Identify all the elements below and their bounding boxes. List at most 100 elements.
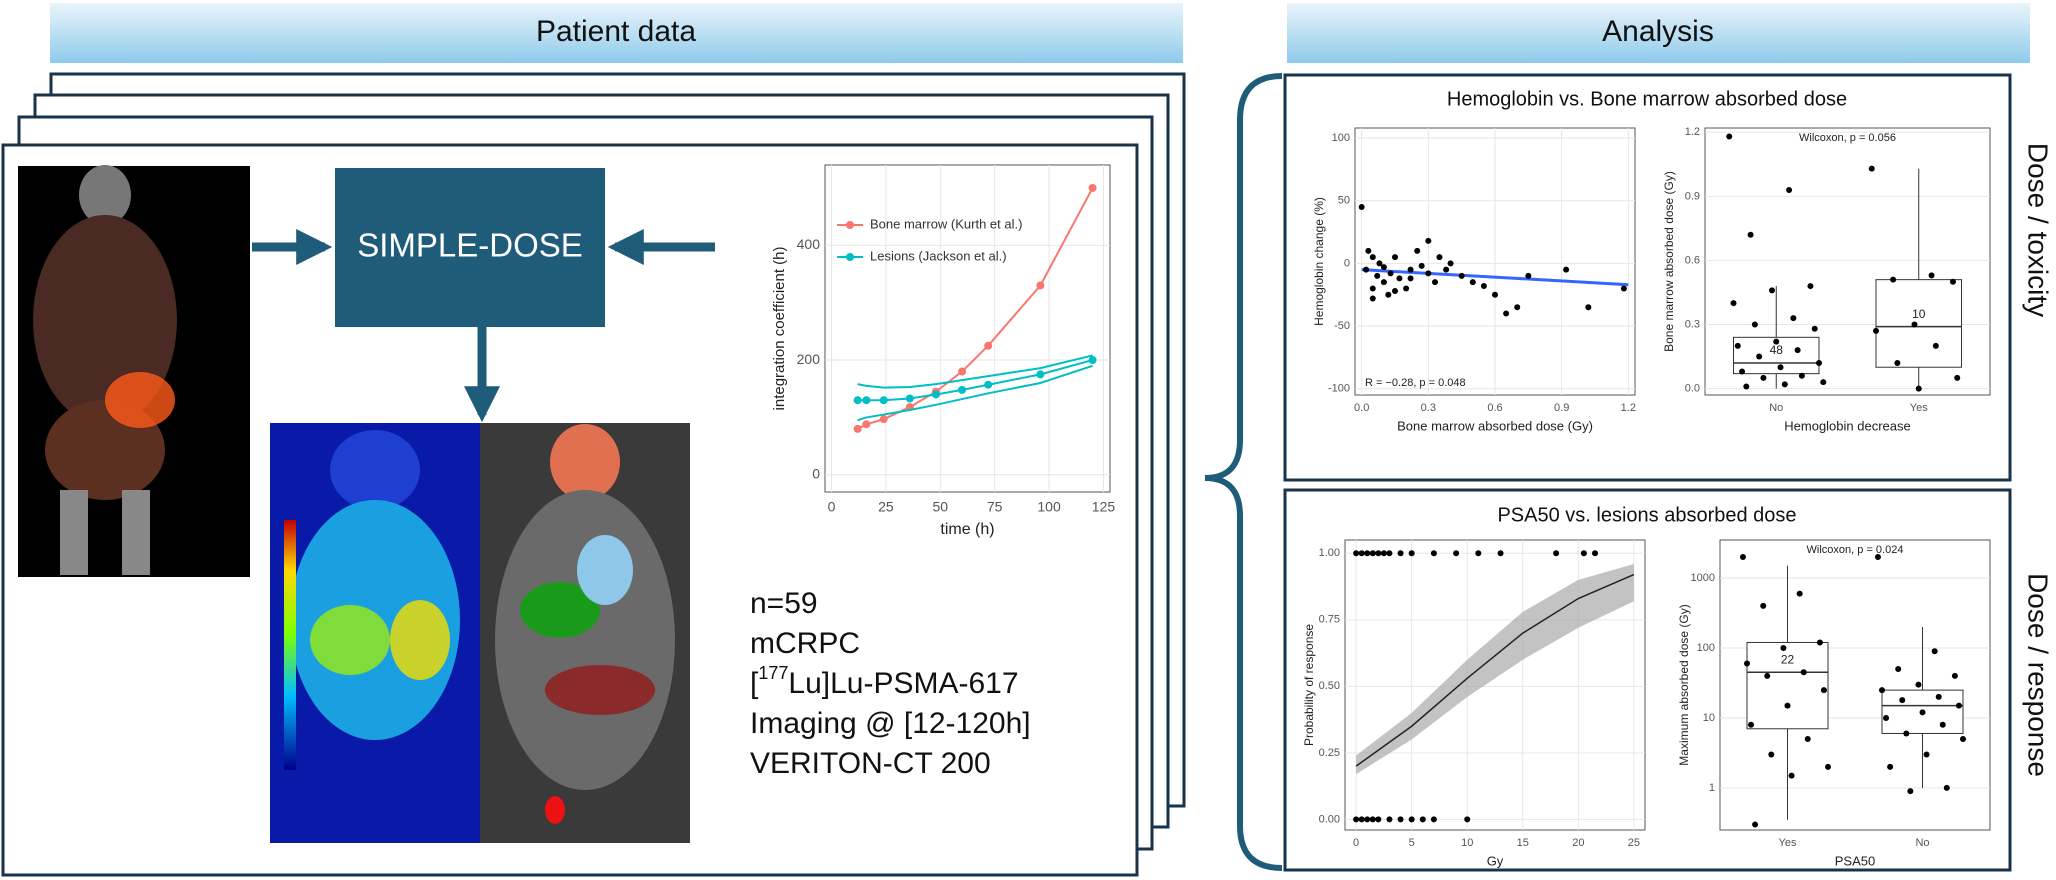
point <box>879 396 888 405</box>
point <box>1396 275 1403 282</box>
point <box>1430 550 1437 557</box>
point <box>1375 550 1382 557</box>
point <box>1387 270 1394 277</box>
point <box>1363 266 1370 273</box>
cohort-line: [177Lu]Lu-PSMA-617 <box>750 663 1019 700</box>
x-tick-label: 50 <box>933 499 949 515</box>
header-bar <box>1287 3 2030 63</box>
point <box>1414 247 1421 254</box>
annotation: Wilcoxon, p = 0.056 <box>1799 132 1896 144</box>
point <box>1954 374 1961 381</box>
point <box>1751 321 1758 328</box>
fit-line <box>1361 268 1629 287</box>
point <box>1369 285 1376 292</box>
confidence-band <box>1356 563 1634 775</box>
point <box>1932 342 1939 349</box>
y-tick-label: 0.75 <box>1319 614 1340 626</box>
point <box>1580 550 1587 557</box>
point <box>1780 644 1787 651</box>
point <box>1955 702 1962 709</box>
point <box>1592 550 1598 557</box>
point <box>1514 304 1521 311</box>
panel-title: Hemoglobin vs. Bone marrow absorbed dose <box>1447 88 1847 110</box>
point <box>1903 730 1910 737</box>
x-tick-label: 0.0 <box>1354 402 1369 414</box>
point <box>1794 347 1801 354</box>
count-label: 48 <box>1770 343 1784 357</box>
point <box>984 341 993 350</box>
x-tick-label: 125 <box>1092 499 1116 515</box>
x-tick-label: 25 <box>1628 837 1640 849</box>
point <box>1407 266 1414 273</box>
point <box>1825 763 1831 770</box>
point <box>1951 672 1958 679</box>
x-tick-label: 1.2 <box>1621 402 1636 414</box>
point <box>958 367 967 376</box>
point <box>1915 385 1922 392</box>
point <box>1874 553 1881 560</box>
x-tick-label: 10 <box>1461 837 1473 849</box>
x-tick-label: 0.9 <box>1554 402 1569 414</box>
cohort-line: mCRPC <box>750 627 860 660</box>
y-tick-label: 0.25 <box>1319 747 1340 759</box>
plot-area <box>824 164 1111 493</box>
point <box>1949 278 1956 285</box>
x-axis-label: time (h) <box>940 521 994 538</box>
point <box>1407 275 1414 282</box>
cohort-line: VERITON-CT 200 <box>750 747 991 780</box>
x-tick-label: Yes <box>1910 402 1928 414</box>
x-tick-label: 100 <box>1037 499 1061 515</box>
point <box>1788 772 1795 779</box>
point <box>1747 231 1754 238</box>
point <box>1873 327 1879 334</box>
legend-swatch <box>846 221 854 229</box>
point <box>1748 721 1755 728</box>
y-tick-label: 1000 <box>1691 572 1715 584</box>
point <box>1376 260 1383 267</box>
x-tick-label: 20 <box>1572 837 1584 849</box>
x-tick-label: 0 <box>828 499 836 515</box>
point <box>1811 325 1818 332</box>
legend-label: Bone marrow (Kurth et al.) <box>870 216 1022 231</box>
point <box>1386 550 1393 557</box>
point <box>1380 550 1387 557</box>
point <box>1469 279 1476 286</box>
y-tick-label: 0 <box>812 465 820 481</box>
point <box>879 415 888 424</box>
cohort-part: 177 <box>758 663 788 683</box>
x-tick-label: 75 <box>987 499 1003 515</box>
point <box>1804 735 1811 742</box>
point <box>1760 374 1767 381</box>
point <box>1781 381 1788 388</box>
point <box>1408 550 1415 557</box>
point <box>1436 254 1443 261</box>
point <box>1369 550 1376 557</box>
side-label: Dose / toxicity <box>2023 143 2054 317</box>
point <box>1036 370 1045 379</box>
point <box>1480 282 1487 289</box>
cohort-part: [ <box>750 667 759 700</box>
annotation: R = −0.28, p = 0.048 <box>1365 377 1466 389</box>
point <box>1364 816 1371 823</box>
y-tick-label: 0.9 <box>1685 190 1700 202</box>
point <box>1392 254 1398 261</box>
point <box>1743 383 1750 390</box>
point <box>1796 590 1803 597</box>
point <box>1739 553 1746 560</box>
y-tick-label: 0.50 <box>1319 680 1340 692</box>
y-tick-label: 1 <box>1709 782 1715 794</box>
point <box>1744 660 1750 667</box>
point <box>1919 709 1926 716</box>
arrows <box>252 229 715 423</box>
cohort-part: Lu]Lu-PSMA-617 <box>788 667 1018 700</box>
point <box>1760 602 1767 609</box>
point <box>1036 281 1045 290</box>
point <box>1458 272 1465 279</box>
annotation: Wilcoxon, p = 0.024 <box>1807 544 1904 556</box>
point <box>1453 550 1460 557</box>
point <box>1408 816 1415 823</box>
point <box>1726 133 1733 140</box>
point <box>1752 821 1759 828</box>
point <box>1939 721 1946 728</box>
point <box>1353 816 1360 823</box>
